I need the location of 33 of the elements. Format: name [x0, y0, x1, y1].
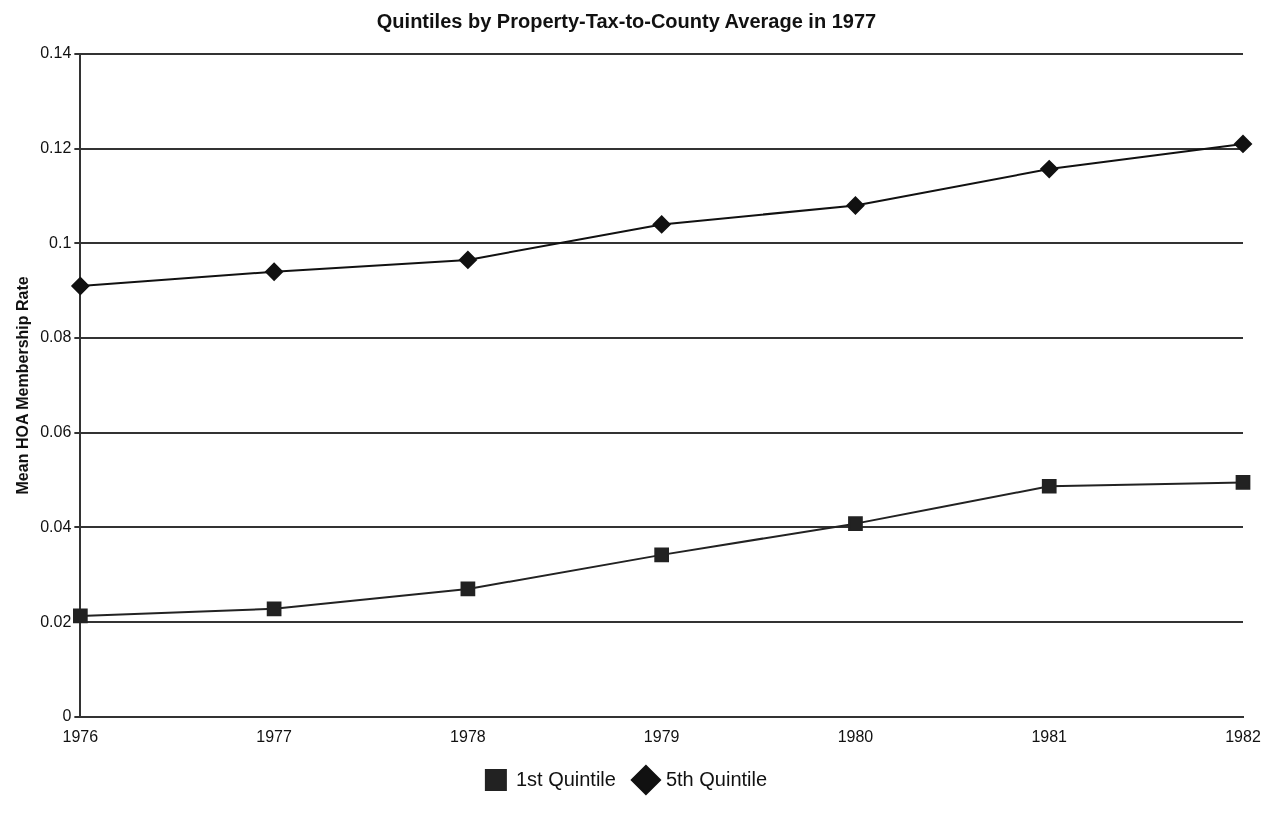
point [1041, 478, 1057, 494]
y-tick-label: 0.14 [40, 44, 72, 62]
x-tick-label: 1981 [1031, 727, 1068, 745]
point [458, 250, 477, 269]
point [71, 276, 90, 295]
point [266, 601, 282, 617]
y-tick-label: 0 [62, 707, 72, 725]
point [848, 516, 863, 532]
x-tick-label: 1982 [1225, 727, 1261, 745]
chart-title: Quintiles by Property-Tax-to-County Average in 1977 [376, 9, 877, 32]
point [652, 215, 671, 234]
y-tick-label: 0.02 [40, 612, 72, 630]
y-tick-label: 0.04 [40, 517, 72, 535]
legend-label: 1st Quintile [515, 767, 616, 790]
y-tick-label: 0.06 [40, 423, 72, 441]
point [654, 547, 670, 563]
y-axis-title: Mean HOA Membership Rate [14, 276, 32, 495]
point [72, 608, 88, 624]
x-tick-label: 1976 [62, 727, 99, 745]
x-tick-label: 1979 [643, 727, 680, 745]
x-tick-label: 1980 [837, 727, 874, 745]
y-tick-label: 0.1 [49, 233, 72, 251]
point [460, 581, 476, 597]
x-tick-label: 1977 [256, 727, 293, 745]
point [1234, 134, 1252, 153]
point [1235, 475, 1251, 490]
point [265, 262, 284, 281]
point [846, 196, 865, 215]
x-tick-label: 1978 [450, 727, 486, 745]
y-tick-label: 0.08 [40, 328, 72, 346]
point [1040, 160, 1059, 179]
legend-label: 5th Quintile [665, 767, 768, 790]
y-tick-label: 0.12 [40, 139, 72, 157]
